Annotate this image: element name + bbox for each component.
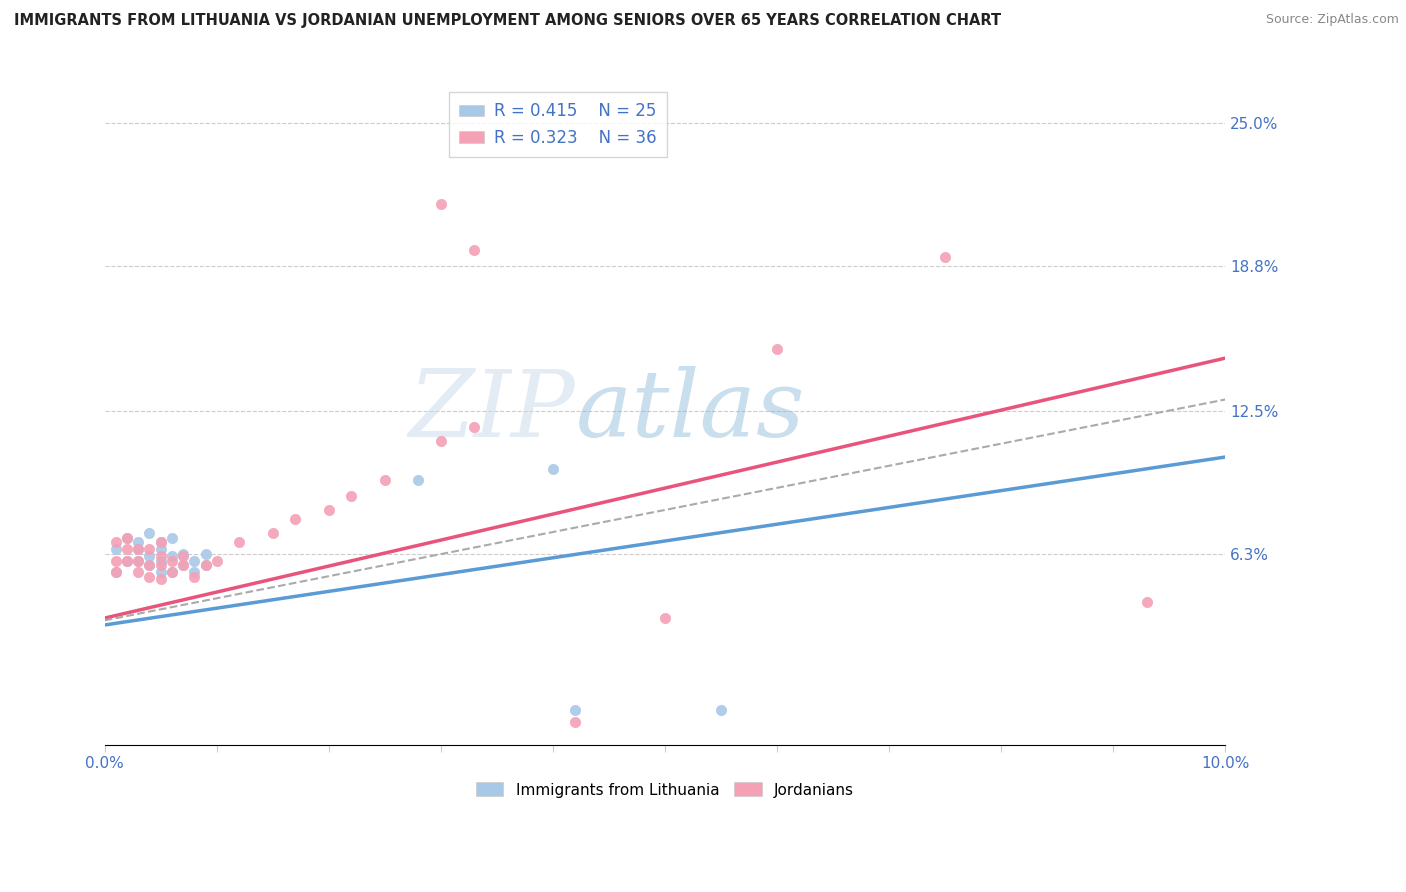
Point (318, 503, 340, 517)
Point (766, 342, 789, 356)
Point (149, 535, 172, 549)
Point (115, 531, 138, 545)
Point (127, 553, 149, 567)
Point (934, 250, 956, 264)
Point (172, 547, 194, 561)
Point (138, 549, 160, 563)
Point (172, 558, 194, 573)
Point (104, 565, 127, 579)
Point (430, 434, 453, 448)
Point (374, 473, 396, 487)
Point (194, 547, 217, 561)
Point (149, 572, 172, 586)
Point (160, 565, 183, 579)
Point (430, 197, 453, 211)
Point (160, 531, 183, 545)
Point (228, 535, 250, 549)
Point (284, 512, 307, 526)
Point (115, 542, 138, 557)
Point (149, 535, 172, 549)
Point (115, 553, 138, 567)
Point (654, 611, 676, 625)
Point (104, 553, 127, 567)
Point (710, 703, 733, 717)
Point (149, 553, 172, 567)
Point (104, 535, 127, 549)
Text: ZIP: ZIP (409, 366, 575, 456)
Point (564, 703, 586, 717)
Point (127, 535, 149, 549)
Point (194, 558, 217, 573)
Point (149, 542, 172, 557)
Point (183, 565, 205, 579)
Text: Source: ZipAtlas.com: Source: ZipAtlas.com (1265, 13, 1399, 27)
Point (138, 558, 160, 573)
Point (138, 525, 160, 540)
Point (463, 420, 485, 434)
Point (160, 553, 183, 567)
Point (127, 542, 149, 557)
Point (172, 558, 194, 573)
Point (172, 549, 194, 563)
Point (183, 553, 205, 567)
Point (104, 565, 127, 579)
Text: atlas: atlas (575, 366, 804, 456)
Point (127, 565, 149, 579)
Point (408, 473, 430, 487)
Point (541, 461, 564, 475)
Legend: Immigrants from Lithuania, Jordanians: Immigrants from Lithuania, Jordanians (470, 776, 860, 804)
Point (262, 525, 284, 540)
Point (138, 569, 160, 583)
Point (127, 542, 149, 557)
Point (194, 558, 217, 573)
Point (564, 714, 586, 729)
Point (138, 558, 160, 573)
Point (149, 558, 172, 573)
Point (205, 553, 228, 567)
Point (160, 549, 183, 563)
Point (160, 565, 183, 579)
Point (149, 549, 172, 563)
Point (183, 569, 205, 583)
Point (463, 243, 485, 257)
Point (115, 531, 138, 545)
Point (149, 565, 172, 579)
Point (1136, 595, 1159, 609)
Point (340, 489, 363, 503)
Text: IMMIGRANTS FROM LITHUANIA VS JORDANIAN UNEMPLOYMENT AMONG SENIORS OVER 65 YEARS : IMMIGRANTS FROM LITHUANIA VS JORDANIAN U… (14, 13, 1001, 29)
Point (115, 553, 138, 567)
Point (127, 553, 149, 567)
Point (104, 542, 127, 557)
Point (138, 542, 160, 557)
